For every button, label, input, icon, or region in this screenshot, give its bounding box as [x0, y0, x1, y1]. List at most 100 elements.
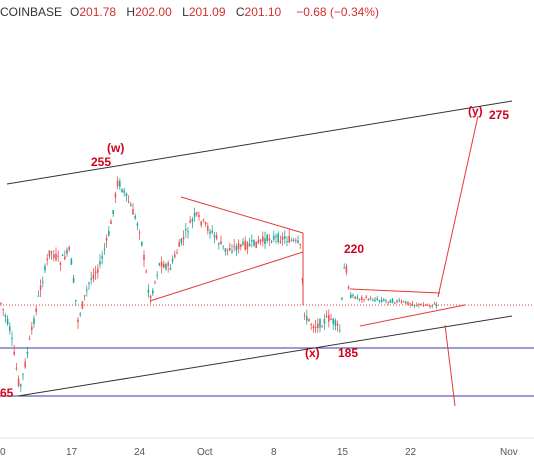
candle-body	[211, 230, 213, 233]
candle-body	[125, 193, 128, 196]
candle-body	[347, 286, 350, 289]
candle-body	[358, 298, 361, 300]
candle-body	[400, 301, 403, 303]
candle-body	[92, 274, 95, 280]
candle-body	[433, 303, 436, 305]
candle-body	[266, 234, 268, 241]
candle-body	[429, 305, 431, 307]
candle-body	[37, 295, 40, 297]
candle-body	[134, 216, 136, 219]
candle-body	[420, 303, 422, 305]
triangle1-upper-line[interactable]	[180, 196, 304, 234]
candle-body	[112, 210, 114, 215]
candle-body	[284, 236, 286, 239]
candle-body	[413, 304, 416, 306]
candle-body	[273, 236, 275, 240]
candle-body	[288, 235, 290, 243]
candle-body	[264, 238, 266, 245]
candle-body	[253, 239, 255, 246]
candle-body	[374, 299, 376, 301]
candle-body	[330, 318, 332, 320]
candle-body	[407, 302, 409, 306]
projection-up-line[interactable]	[437, 115, 479, 298]
candle-body	[110, 221, 112, 224]
candle-body	[385, 300, 387, 302]
change-value: −0.68 (−0.34%)	[296, 5, 379, 19]
candle-body	[383, 299, 385, 301]
candle-body	[97, 268, 99, 273]
candle-body	[26, 352, 29, 354]
candle-body	[48, 250, 51, 257]
wave-x-price: 185	[338, 346, 358, 360]
x-tick-8: 8	[271, 447, 277, 458]
candle-body	[108, 231, 110, 236]
candle-body	[321, 326, 323, 328]
candle-body	[15, 367, 18, 369]
triangle2-lower-line[interactable]	[359, 304, 466, 327]
projection-down-line[interactable]	[444, 324, 456, 407]
x-tick-22: 22	[405, 447, 417, 458]
candle-body	[259, 239, 262, 242]
candle-body	[372, 300, 374, 302]
candle-body	[376, 298, 378, 300]
candle-body	[81, 301, 84, 309]
candle-body	[207, 226, 209, 231]
candle-body	[363, 299, 365, 301]
candle-body	[233, 245, 235, 247]
candle-body	[277, 233, 279, 243]
candle-body	[169, 268, 172, 270]
candle-body	[176, 252, 178, 254]
candle-body	[389, 299, 392, 303]
candle-body	[24, 361, 26, 368]
candle-body	[279, 240, 282, 243]
candle-body	[165, 264, 167, 270]
candle-body	[68, 247, 70, 250]
candle-body	[88, 282, 90, 284]
candle-body	[405, 301, 407, 304]
candle-body	[149, 295, 152, 299]
candle-body	[268, 238, 271, 241]
candle-body	[130, 204, 132, 207]
candle-body	[328, 315, 330, 322]
symbol-name[interactable]: COINBASE	[0, 5, 63, 19]
candle-body	[121, 188, 123, 192]
candle-body	[317, 323, 319, 328]
candle-body	[237, 243, 240, 250]
candle-body	[369, 297, 372, 299]
candle-body	[354, 296, 356, 299]
candle-body	[57, 255, 59, 257]
candle-body	[367, 299, 370, 301]
close-value: 201.10	[244, 5, 282, 19]
candle-body	[396, 300, 398, 303]
candle-body	[72, 277, 75, 283]
candle-body	[262, 236, 264, 242]
candle-body	[409, 303, 411, 305]
close-label: C	[235, 5, 245, 19]
candle-body	[257, 240, 260, 244]
candle-body	[99, 261, 101, 265]
candle-body	[301, 278, 304, 281]
candle-body	[424, 304, 427, 306]
candle-body	[55, 253, 57, 260]
lower-channel-line[interactable]	[17, 315, 513, 397]
candle-body	[143, 254, 145, 261]
candle-body	[303, 315, 306, 317]
candle-body	[79, 313, 81, 315]
candle-body	[306, 316, 308, 321]
candle-body	[281, 236, 284, 240]
triangle1-lower-line[interactable]	[149, 251, 304, 302]
wave-w-price: 255	[91, 155, 111, 169]
x-tick-24: 24	[134, 447, 146, 458]
low-value: 201.09	[188, 5, 226, 19]
candle-body	[310, 324, 312, 326]
triangle2-upper-line[interactable]	[349, 288, 441, 294]
candle-body	[343, 267, 345, 269]
upper-channel-line[interactable]	[6, 100, 513, 185]
candle-body	[20, 384, 22, 387]
candle-body	[158, 263, 161, 266]
candle-body	[11, 337, 13, 340]
candle-body	[422, 305, 425, 307]
candle-body	[66, 249, 68, 254]
